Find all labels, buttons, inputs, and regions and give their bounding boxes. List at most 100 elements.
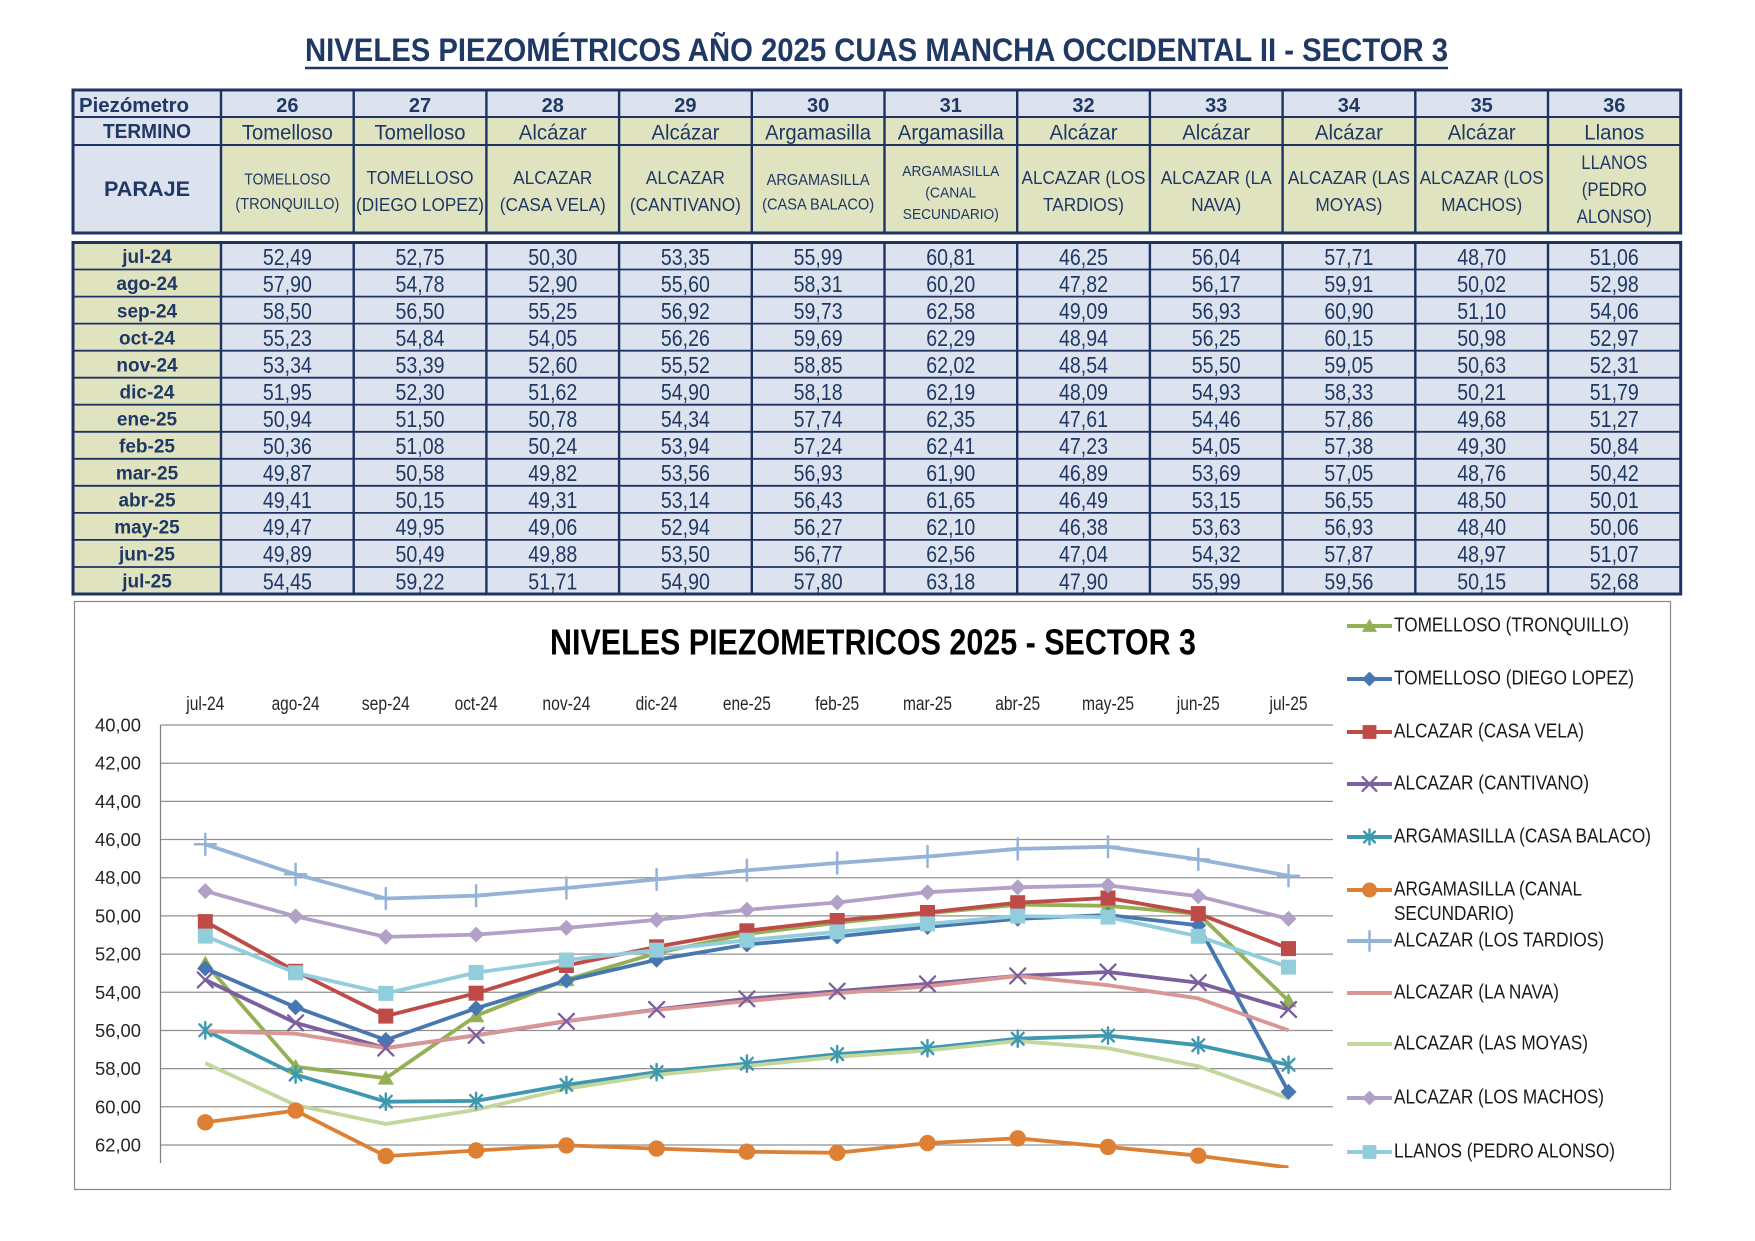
svg-text:58,50: 58,50 (263, 298, 312, 324)
svg-text:54,34: 54,34 (661, 406, 710, 432)
svg-text:54,06: 54,06 (1590, 298, 1639, 324)
svg-text:(CASA BALACO): (CASA BALACO) (762, 197, 874, 214)
svg-text:may-25: may-25 (1082, 694, 1134, 715)
svg-text:53,56: 53,56 (661, 460, 710, 486)
svg-text:49,06: 49,06 (528, 514, 577, 540)
svg-text:sep-24: sep-24 (362, 694, 410, 715)
svg-text:60,90: 60,90 (1324, 298, 1373, 324)
svg-text:ago-24: ago-24 (272, 694, 320, 715)
svg-text:ene-25: ene-25 (723, 694, 771, 715)
svg-text:51,71: 51,71 (528, 568, 577, 594)
svg-text:ALCAZAR (CASA VELA): ALCAZAR (CASA VELA) (1394, 721, 1584, 743)
svg-text:49,89: 49,89 (263, 541, 312, 567)
svg-text:feb-25: feb-25 (119, 437, 175, 458)
svg-text:56,50: 56,50 (396, 298, 445, 324)
svg-text:57,38: 57,38 (1324, 433, 1373, 459)
svg-text:ALCAZAR (LAS: ALCAZAR (LAS (1288, 167, 1410, 188)
svg-text:50,58: 50,58 (396, 460, 445, 486)
svg-text:SECUNDARIO): SECUNDARIO) (903, 207, 999, 223)
svg-text:52,98: 52,98 (1590, 271, 1639, 297)
svg-text:Alcázar: Alcázar (1182, 121, 1250, 145)
svg-text:50,98: 50,98 (1457, 325, 1506, 351)
svg-text:mar-25: mar-25 (116, 464, 179, 485)
svg-text:56,92: 56,92 (661, 298, 710, 324)
svg-text:55,52: 55,52 (661, 352, 710, 378)
svg-text:61,65: 61,65 (926, 487, 975, 513)
svg-text:29: 29 (674, 95, 696, 117)
svg-text:ene-25: ene-25 (117, 409, 178, 430)
svg-text:Alcázar: Alcázar (651, 121, 719, 145)
svg-text:53,39: 53,39 (396, 352, 445, 378)
svg-text:MOYAS): MOYAS) (1315, 194, 1382, 215)
svg-text:33: 33 (1205, 95, 1227, 117)
svg-text:ALCAZAR (CANTIVANO): ALCAZAR (CANTIVANO) (1394, 773, 1589, 795)
svg-text:48,97: 48,97 (1457, 541, 1506, 567)
svg-text:MACHOS): MACHOS) (1441, 194, 1522, 215)
svg-text:abr-25: abr-25 (995, 694, 1040, 715)
svg-text:ALCAZAR (LAS MOYAS): ALCAZAR (LAS MOYAS) (1394, 1033, 1588, 1055)
svg-text:46,89: 46,89 (1059, 460, 1108, 486)
svg-text:56,25: 56,25 (1192, 325, 1241, 351)
svg-text:46,49: 46,49 (1059, 487, 1108, 513)
svg-text:Tomelloso: Tomelloso (242, 121, 333, 145)
svg-text:60,81: 60,81 (926, 244, 975, 270)
svg-text:dic-24: dic-24 (636, 694, 678, 715)
svg-text:57,24: 57,24 (794, 433, 843, 459)
svg-text:ARGAMASILLA: ARGAMASILLA (767, 172, 870, 189)
svg-text:(TRONQUILLO): (TRONQUILLO) (235, 196, 339, 213)
svg-text:56,26: 56,26 (661, 325, 710, 351)
svg-text:ago-24: ago-24 (116, 274, 178, 295)
svg-text:52,97: 52,97 (1590, 325, 1639, 351)
svg-text:52,31: 52,31 (1590, 352, 1639, 378)
svg-text:47,04: 47,04 (1059, 541, 1108, 567)
svg-text:34: 34 (1338, 95, 1361, 117)
svg-text:60,15: 60,15 (1324, 325, 1373, 351)
svg-text:NAVA): NAVA) (1191, 194, 1241, 215)
svg-text:NIVELES PIEZOMETRICOS 2025 - S: NIVELES PIEZOMETRICOS 2025 - SECTOR 3 (550, 622, 1196, 663)
svg-text:54,32: 54,32 (1192, 541, 1241, 567)
svg-text:Alcázar: Alcázar (1315, 121, 1383, 145)
svg-text:dic-24: dic-24 (120, 382, 175, 403)
svg-text:59,56: 59,56 (1324, 568, 1373, 594)
svg-text:32: 32 (1072, 95, 1094, 117)
svg-text:59,05: 59,05 (1324, 352, 1373, 378)
svg-text:50,49: 50,49 (396, 541, 445, 567)
svg-text:50,84: 50,84 (1590, 433, 1639, 459)
svg-text:50,36: 50,36 (263, 433, 312, 459)
svg-text:36: 36 (1603, 95, 1625, 117)
svg-text:57,86: 57,86 (1324, 406, 1373, 432)
svg-text:jul-24: jul-24 (121, 247, 172, 268)
svg-text:jul-25: jul-25 (121, 572, 172, 593)
svg-text:49,47: 49,47 (263, 514, 312, 540)
svg-text:LLANOS (PEDRO ALONSO): LLANOS (PEDRO ALONSO) (1394, 1141, 1615, 1163)
svg-text:(PEDRO: (PEDRO (1582, 180, 1647, 201)
svg-text:55,99: 55,99 (1192, 568, 1241, 594)
svg-text:55,60: 55,60 (661, 271, 710, 297)
svg-text:feb-25: feb-25 (815, 694, 859, 715)
svg-text:40,00: 40,00 (95, 715, 141, 736)
svg-text:56,55: 56,55 (1324, 487, 1373, 513)
svg-text:49,82: 49,82 (528, 460, 577, 486)
svg-text:50,78: 50,78 (528, 406, 577, 432)
svg-text:62,00: 62,00 (95, 1135, 141, 1156)
svg-text:54,00: 54,00 (95, 982, 141, 1003)
svg-text:53,34: 53,34 (263, 352, 312, 378)
svg-text:57,80: 57,80 (794, 568, 843, 594)
svg-text:52,75: 52,75 (396, 244, 445, 270)
svg-text:62,19: 62,19 (926, 379, 975, 405)
svg-text:62,29: 62,29 (926, 325, 975, 351)
svg-text:44,00: 44,00 (95, 791, 141, 812)
svg-text:62,10: 62,10 (926, 514, 975, 540)
svg-text:TOMELLOSO: TOMELLOSO (244, 172, 330, 189)
svg-text:53,50: 53,50 (661, 541, 710, 567)
svg-text:53,35: 53,35 (661, 244, 710, 270)
svg-text:(DIEGO LOPEZ): (DIEGO LOPEZ) (356, 194, 484, 215)
svg-text:48,54: 48,54 (1059, 352, 1108, 378)
svg-text:53,94: 53,94 (661, 433, 710, 459)
svg-text:46,38: 46,38 (1059, 514, 1108, 540)
svg-text:63,18: 63,18 (926, 568, 975, 594)
svg-text:50,21: 50,21 (1457, 379, 1506, 405)
svg-text:49,31: 49,31 (528, 487, 577, 513)
svg-text:59,22: 59,22 (396, 568, 445, 594)
svg-text:54,84: 54,84 (396, 325, 445, 351)
